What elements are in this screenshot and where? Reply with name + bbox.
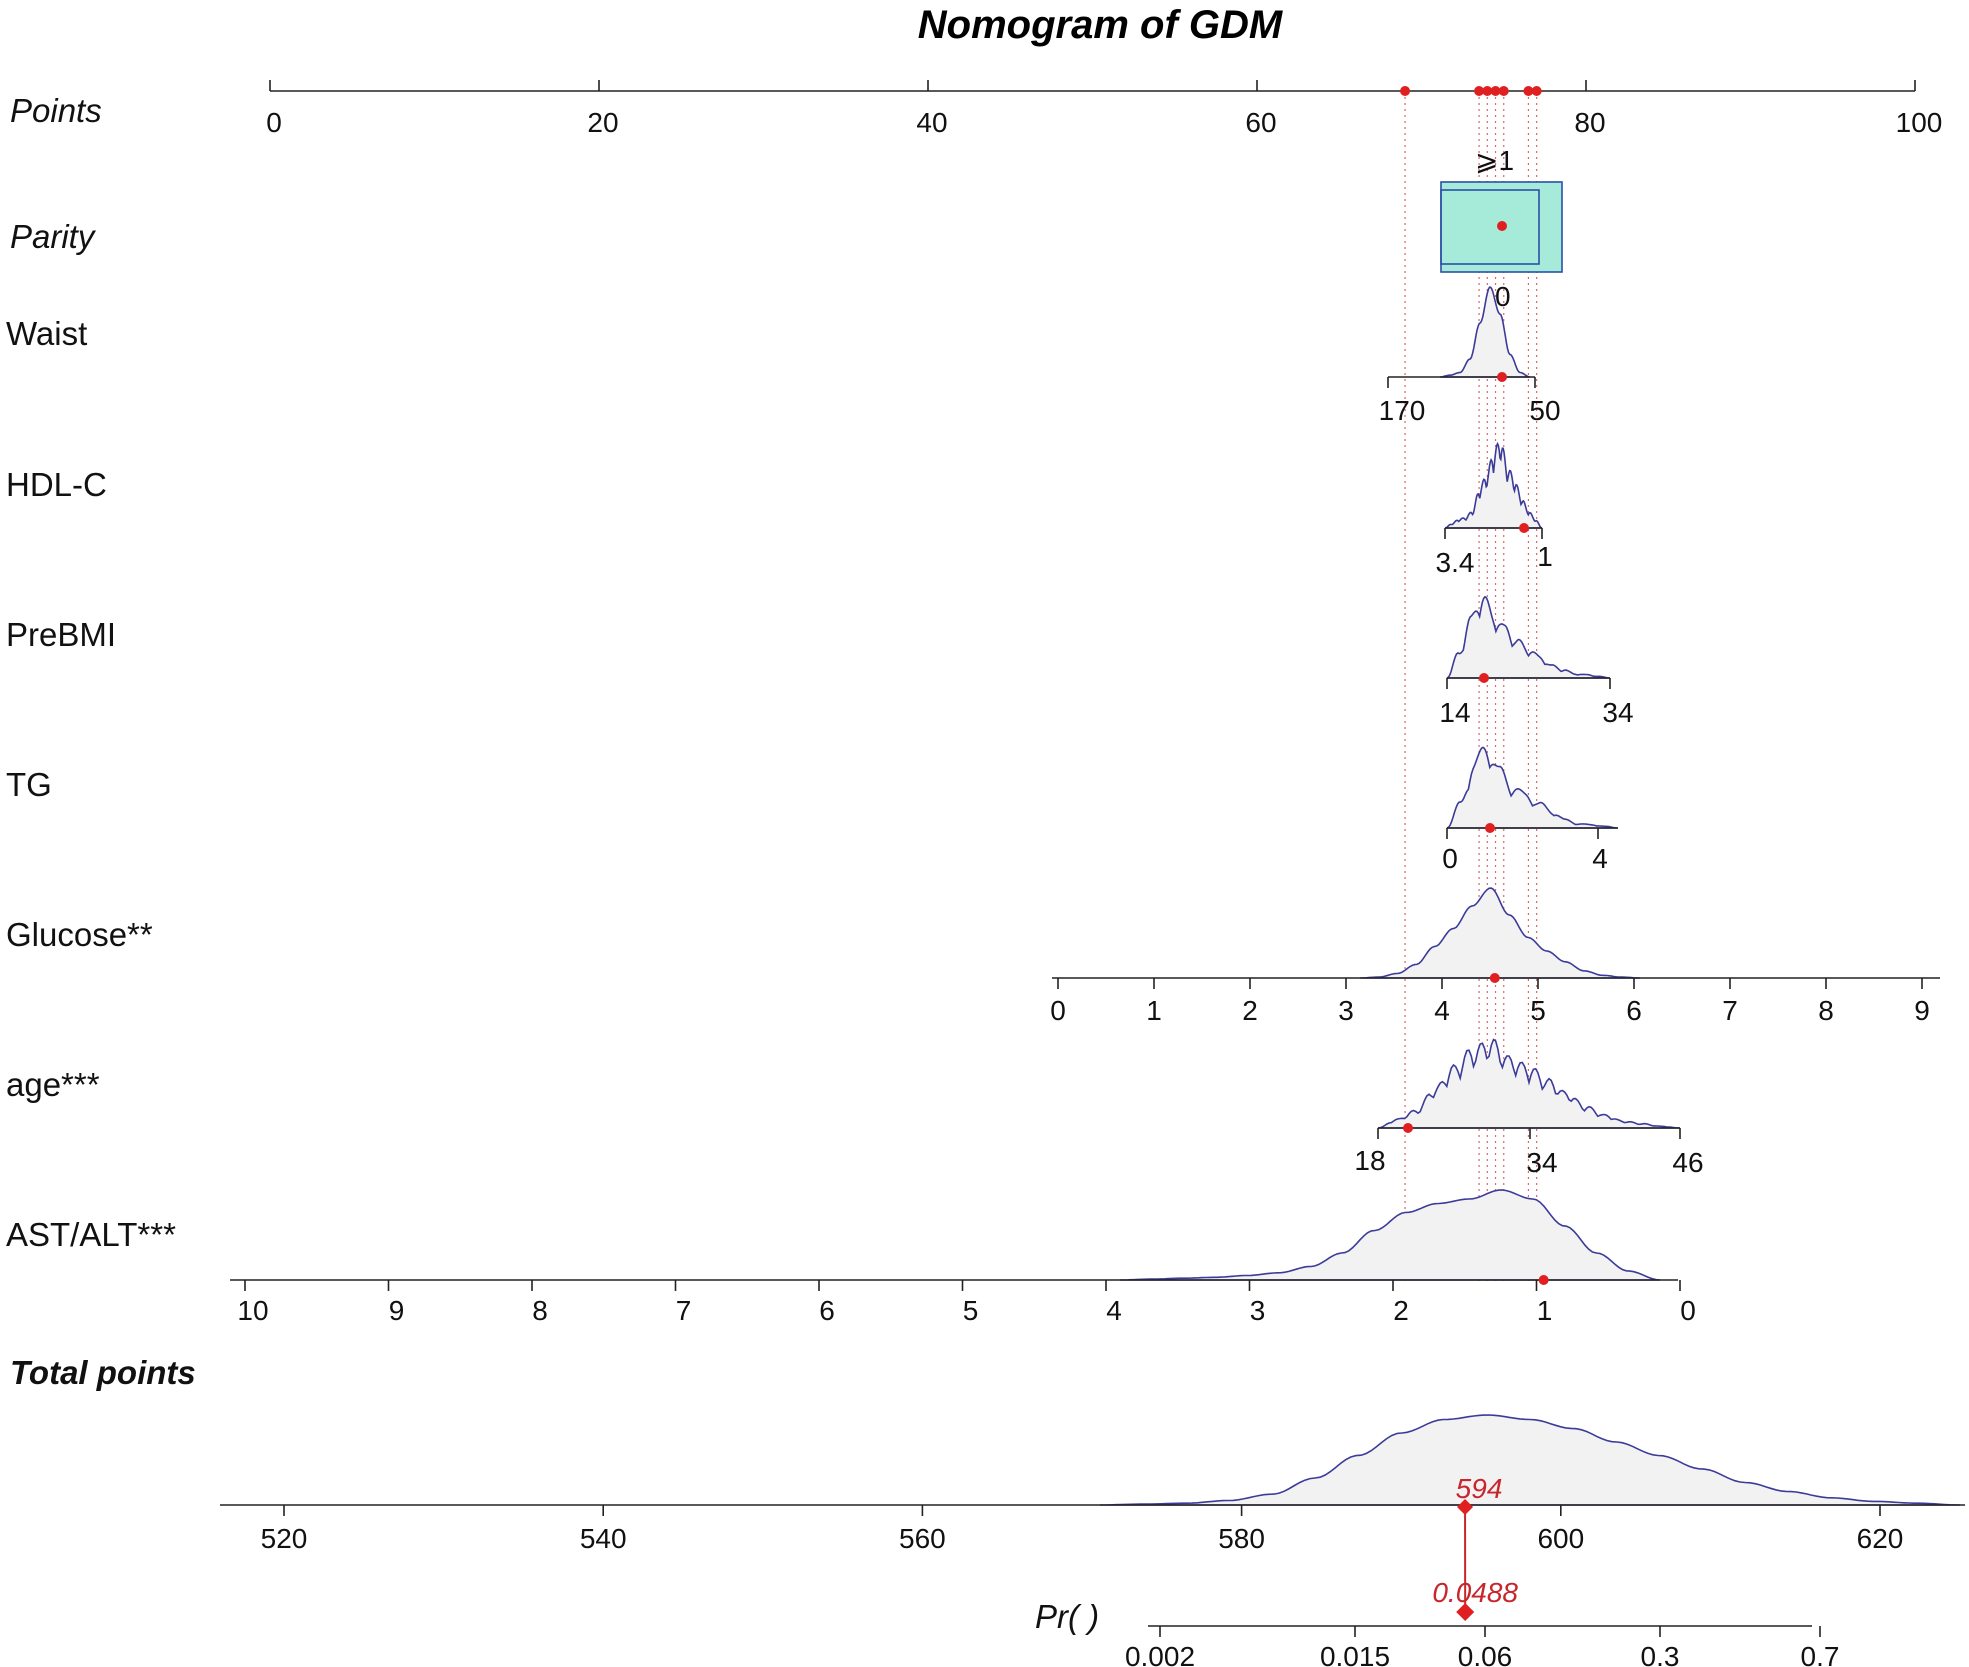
prebmi-tick-34: 34 bbox=[1602, 697, 1633, 728]
ast-alt-tick-1: 1 bbox=[1537, 1295, 1553, 1326]
points-marker-dot bbox=[1474, 86, 1485, 96]
probability-tick-0.3: 0.3 bbox=[1641, 1641, 1680, 1667]
probability-tick-0.06: 0.06 bbox=[1458, 1641, 1513, 1667]
variable-label-tg: TG bbox=[6, 766, 52, 803]
density-ast-alt bbox=[1120, 1189, 1661, 1281]
variable-label-glucose: Glucose** bbox=[6, 916, 153, 953]
probability-axis-label: Pr( ) bbox=[1035, 1598, 1099, 1635]
parity-level-ge1: ⩾1 bbox=[1475, 145, 1514, 176]
total-tick-580: 580 bbox=[1218, 1523, 1265, 1554]
total-points-selected-label: 594 bbox=[1456, 1473, 1503, 1504]
age-tick-46: 46 bbox=[1672, 1147, 1703, 1178]
probability-tick-0.002: 0.002 bbox=[1125, 1641, 1195, 1667]
hdl-tick-1: 1 bbox=[1537, 541, 1553, 572]
glucose-tick-7: 7 bbox=[1722, 995, 1738, 1026]
glucose-tick-2: 2 bbox=[1242, 995, 1258, 1026]
waist-selected-dot bbox=[1497, 372, 1507, 382]
ast-alt-tick-7: 7 bbox=[676, 1295, 692, 1326]
density-age bbox=[1377, 1038, 1681, 1129]
points-tick-60: 60 bbox=[1245, 107, 1276, 138]
age-tick-18: 18 bbox=[1354, 1145, 1385, 1176]
points-marker-dot bbox=[1490, 86, 1501, 96]
ast-alt-tick-10: 10 bbox=[237, 1295, 268, 1326]
variable-label-age: age*** bbox=[6, 1066, 100, 1103]
variable-label-ast-alt: AST/ALT*** bbox=[6, 1216, 176, 1253]
total-tick-520: 520 bbox=[261, 1523, 308, 1554]
variable-label-hdl-c: HDL-C bbox=[6, 466, 107, 503]
ast-alt-tick-6: 6 bbox=[819, 1295, 835, 1326]
variable-label-waist: Waist bbox=[6, 315, 87, 352]
probability-selected-label: 0.0488 bbox=[1432, 1577, 1518, 1608]
total-tick-620: 620 bbox=[1857, 1523, 1904, 1554]
points-axis-label: Points bbox=[10, 92, 102, 129]
points-tick-80: 80 bbox=[1574, 107, 1605, 138]
density-waist bbox=[1439, 286, 1531, 378]
points-axis-ticks: 0 20 40 60 80 100 bbox=[266, 80, 1942, 138]
ast-alt-tick-5: 5 bbox=[963, 1295, 979, 1326]
glucose-tick-1: 1 bbox=[1146, 995, 1162, 1026]
points-marker-dot bbox=[1523, 86, 1534, 96]
variable-label-prebmi: PreBMI bbox=[6, 616, 116, 653]
prebmi-selected-dot bbox=[1479, 673, 1489, 683]
tg-selected-dot bbox=[1485, 823, 1495, 833]
points-marker-dot bbox=[1400, 86, 1411, 96]
ast-alt-selected-dot bbox=[1538, 1275, 1549, 1285]
hdl-selected-dot bbox=[1519, 523, 1529, 533]
glucose-axis-ticks: 0 1 2 3 4 5 6 7 8 9 bbox=[1050, 978, 1930, 1026]
total-tick-560: 560 bbox=[899, 1523, 946, 1554]
waist-tick-50: 50 bbox=[1529, 395, 1560, 426]
ast-alt-tick-0: 0 bbox=[1680, 1295, 1696, 1326]
ast-alt-tick-8: 8 bbox=[532, 1295, 548, 1326]
glucose-tick-8: 8 bbox=[1818, 995, 1834, 1026]
points-tick-100: 100 bbox=[1896, 107, 1943, 138]
age-selected-dot bbox=[1403, 1123, 1413, 1133]
chart-title: Nomogram of GDM bbox=[918, 3, 1284, 47]
ast-alt-tick-9: 9 bbox=[389, 1295, 405, 1326]
probability-tick-0.015: 0.015 bbox=[1320, 1641, 1390, 1667]
density-hdl-c bbox=[1444, 441, 1543, 529]
points-marker-dot bbox=[1531, 86, 1542, 96]
ast-alt-tick-2: 2 bbox=[1393, 1295, 1409, 1326]
points-marker-dot bbox=[1482, 86, 1493, 96]
ast-alt-tick-4: 4 bbox=[1106, 1295, 1122, 1326]
points-tick-40: 40 bbox=[916, 107, 947, 138]
points-tick-0: 0 bbox=[266, 107, 282, 138]
glucose-tick-6: 6 bbox=[1626, 995, 1642, 1026]
density-tg bbox=[1446, 746, 1618, 829]
total-tick-600: 600 bbox=[1537, 1523, 1584, 1554]
ast-alt-axis-ticks: 10 9 8 7 6 5 4 3 2 1 0 bbox=[237, 1280, 1696, 1326]
prebmi-tick-14: 14 bbox=[1439, 697, 1470, 728]
glucose-tick-3: 3 bbox=[1338, 995, 1354, 1026]
glucose-selected-dot bbox=[1489, 973, 1500, 983]
parity-box-inner bbox=[1440, 189, 1540, 265]
points-marker-dot bbox=[1498, 86, 1509, 96]
glucose-tick-5: 5 bbox=[1530, 995, 1546, 1026]
parity-selected-dot bbox=[1497, 221, 1507, 231]
parity-level-0: 0 bbox=[1495, 281, 1511, 312]
tg-tick-0: 0 bbox=[1442, 843, 1458, 874]
probability-axis-ticks: 0.002 0.015 0.06 0.3 0.7 bbox=[1125, 1626, 1840, 1667]
points-tick-20: 20 bbox=[587, 107, 618, 138]
probability-selected-marker bbox=[1456, 1603, 1475, 1621]
age-tick-34: 34 bbox=[1526, 1147, 1557, 1178]
density-prebmi bbox=[1446, 595, 1610, 679]
hdl-tick-3.4: 3.4 bbox=[1436, 547, 1475, 578]
ast-alt-tick-3: 3 bbox=[1250, 1295, 1266, 1326]
glucose-tick-4: 4 bbox=[1434, 995, 1450, 1026]
total-points-selected-marker bbox=[1457, 1499, 1474, 1515]
glucose-tick-0: 0 bbox=[1050, 995, 1066, 1026]
variable-label-parity: Parity bbox=[10, 218, 97, 255]
total-points-axis-ticks: 520 540 560 580 600 620 bbox=[261, 1505, 1904, 1554]
tg-tick-4: 4 bbox=[1592, 843, 1608, 874]
probability-tick-0.7: 0.7 bbox=[1801, 1641, 1840, 1667]
density-total-points bbox=[1100, 1414, 1961, 1506]
total-tick-540: 540 bbox=[580, 1523, 627, 1554]
selection-guide-lines bbox=[1400, 86, 1542, 1285]
density-glucose bbox=[1360, 887, 1640, 979]
glucose-tick-9: 9 bbox=[1914, 995, 1930, 1026]
total-points-label: Total points bbox=[10, 1354, 196, 1391]
waist-tick-170: 170 bbox=[1379, 395, 1426, 426]
